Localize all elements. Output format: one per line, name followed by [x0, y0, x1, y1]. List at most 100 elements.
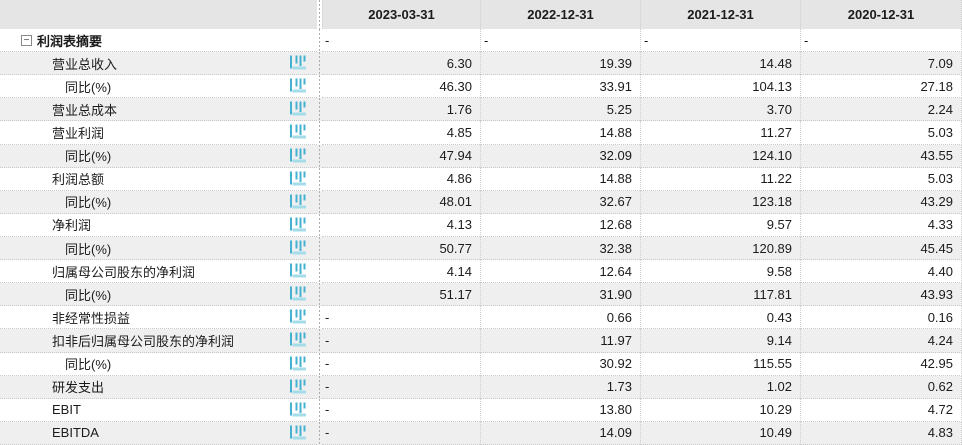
value-cell: 47.94 [322, 144, 480, 168]
table-row: 非经常性损益 -0.66 0.43 0.16 [0, 306, 962, 330]
bar-chart-icon[interactable] [289, 402, 308, 418]
value-cell: 14.09 [480, 421, 640, 445]
value-cell: - [480, 29, 640, 53]
value-cell: 4.72 [800, 398, 962, 422]
row-label: 同比(%) [65, 287, 112, 303]
value-cell: 10.29 [640, 398, 800, 422]
value-cell: 5.25 [480, 98, 640, 122]
frozen-pane-divider [317, 375, 322, 399]
value-cell: 42.95 [800, 352, 962, 376]
value-cell: 4.85 [322, 121, 480, 145]
row-label: 营业利润 [52, 125, 105, 141]
value-cell: 124.10 [640, 144, 800, 168]
row-label-cell: 营业总收入 [0, 52, 317, 76]
bar-chart-icon[interactable] [289, 55, 308, 71]
table-row: EBITDA -14.09 10.49 4.83 [0, 421, 962, 445]
value-cell: 50.77 [322, 236, 480, 261]
value-cell: 4.14 [322, 260, 480, 284]
bar-chart-icon[interactable] [289, 171, 308, 187]
row-label-cell: 同比(%) [0, 144, 317, 168]
bar-chart-icon[interactable] [289, 78, 308, 94]
value-cell: 104.13 [640, 75, 800, 99]
value-cell: - [322, 329, 480, 353]
frozen-pane-divider [317, 29, 322, 53]
value-cell: - [322, 421, 480, 445]
frozen-pane-divider [317, 98, 322, 122]
bar-chart-icon[interactable] [289, 425, 308, 441]
row-label-cell: 同比(%) [0, 190, 317, 214]
value-cell: 5.03 [800, 167, 962, 191]
frozen-pane-divider [317, 167, 322, 191]
value-cell: 115.55 [640, 352, 800, 376]
value-cell: - [800, 29, 962, 53]
corner-header-cell [0, 0, 317, 29]
bar-chart-icon[interactable] [289, 217, 308, 233]
bar-chart-icon[interactable] [289, 263, 308, 279]
table-row: 营业总成本 1.76 5.25 3.70 2.24 [0, 98, 962, 122]
frozen-pane-divider [317, 352, 322, 376]
column-header-2021-12-31: 2021-12-31 [640, 0, 800, 29]
frozen-pane-divider [317, 398, 322, 422]
value-cell: 7.09 [800, 52, 962, 76]
value-cell: 46.30 [322, 75, 480, 99]
bar-chart-icon[interactable] [289, 101, 308, 117]
row-label: 扣非后归属母公司股东的净利润 [52, 333, 235, 349]
value-cell: 5.03 [800, 121, 962, 145]
bar-chart-icon[interactable] [289, 240, 308, 256]
row-label-cell: 营业利润 [0, 121, 317, 145]
value-cell: 2.24 [800, 98, 962, 122]
bar-chart-icon[interactable] [289, 148, 308, 164]
value-cell: 14.48 [640, 52, 800, 76]
value-cell: 0.62 [800, 375, 962, 399]
value-cell: 33.91 [480, 75, 640, 99]
row-label: 归属母公司股东的净利润 [52, 264, 196, 280]
row-label-cell: 营业总成本 [0, 98, 317, 122]
row-label-cell: 扣非后归属母公司股东的净利润 [0, 329, 317, 353]
row-label: 净利润 [52, 218, 92, 234]
table-row: − 利润表摘要 - - - - [0, 29, 962, 53]
value-cell: 9.58 [640, 260, 800, 284]
value-cell: 12.68 [480, 213, 640, 237]
value-cell: 4.13 [322, 213, 480, 237]
value-cell: 117.81 [640, 283, 800, 307]
collapse-minus-icon[interactable]: − [21, 34, 32, 46]
value-cell: 0.16 [800, 306, 962, 330]
bar-chart-icon[interactable] [289, 309, 308, 325]
value-cell: 120.89 [640, 236, 800, 261]
row-label-cell: 同比(%) [0, 75, 317, 99]
bar-chart-icon[interactable] [289, 286, 308, 302]
frozen-pane-divider [317, 213, 322, 237]
row-label: 非经常性损益 [52, 310, 131, 326]
row-label: 利润表摘要 [37, 33, 103, 49]
table-row: 扣非后归属母公司股东的净利润 -11.97 9.14 4.24 [0, 329, 962, 353]
value-cell: 45.45 [800, 236, 962, 261]
bar-chart-icon[interactable] [289, 379, 308, 395]
value-cell: 4.24 [800, 329, 962, 353]
row-label-cell: 利润总额 [0, 167, 317, 191]
value-cell: 43.55 [800, 144, 962, 168]
bar-chart-icon[interactable] [289, 194, 308, 210]
value-cell: 43.93 [800, 283, 962, 307]
value-cell: 0.43 [640, 306, 800, 330]
row-label-cell: 归属母公司股东的净利润 [0, 260, 317, 284]
row-label: 营业总收入 [52, 56, 118, 72]
row-label-cell: 同比(%) [0, 236, 317, 261]
row-label: 同比(%) [65, 79, 112, 95]
table-row: 利润总额 4.86 14.88 11.22 5.03 [0, 167, 962, 191]
table-row: 同比(%) 46.30 33.91 104.13 27.18 [0, 75, 962, 99]
value-cell: 14.88 [480, 167, 640, 191]
row-label: 同比(%) [65, 357, 112, 373]
value-cell: 19.39 [480, 52, 640, 76]
bar-chart-icon[interactable] [289, 332, 308, 348]
value-cell: 1.02 [640, 375, 800, 399]
value-cell: - [322, 398, 480, 422]
value-cell: 6.30 [322, 52, 480, 76]
frozen-pane-divider [317, 144, 322, 168]
value-cell: 4.86 [322, 167, 480, 191]
row-label: 研发支出 [52, 380, 105, 396]
value-cell: 11.22 [640, 167, 800, 191]
bar-chart-icon[interactable] [289, 356, 308, 372]
table-row: 同比(%) -30.92 115.55 42.95 [0, 352, 962, 376]
frozen-pane-divider [317, 121, 322, 145]
bar-chart-icon[interactable] [289, 124, 308, 140]
